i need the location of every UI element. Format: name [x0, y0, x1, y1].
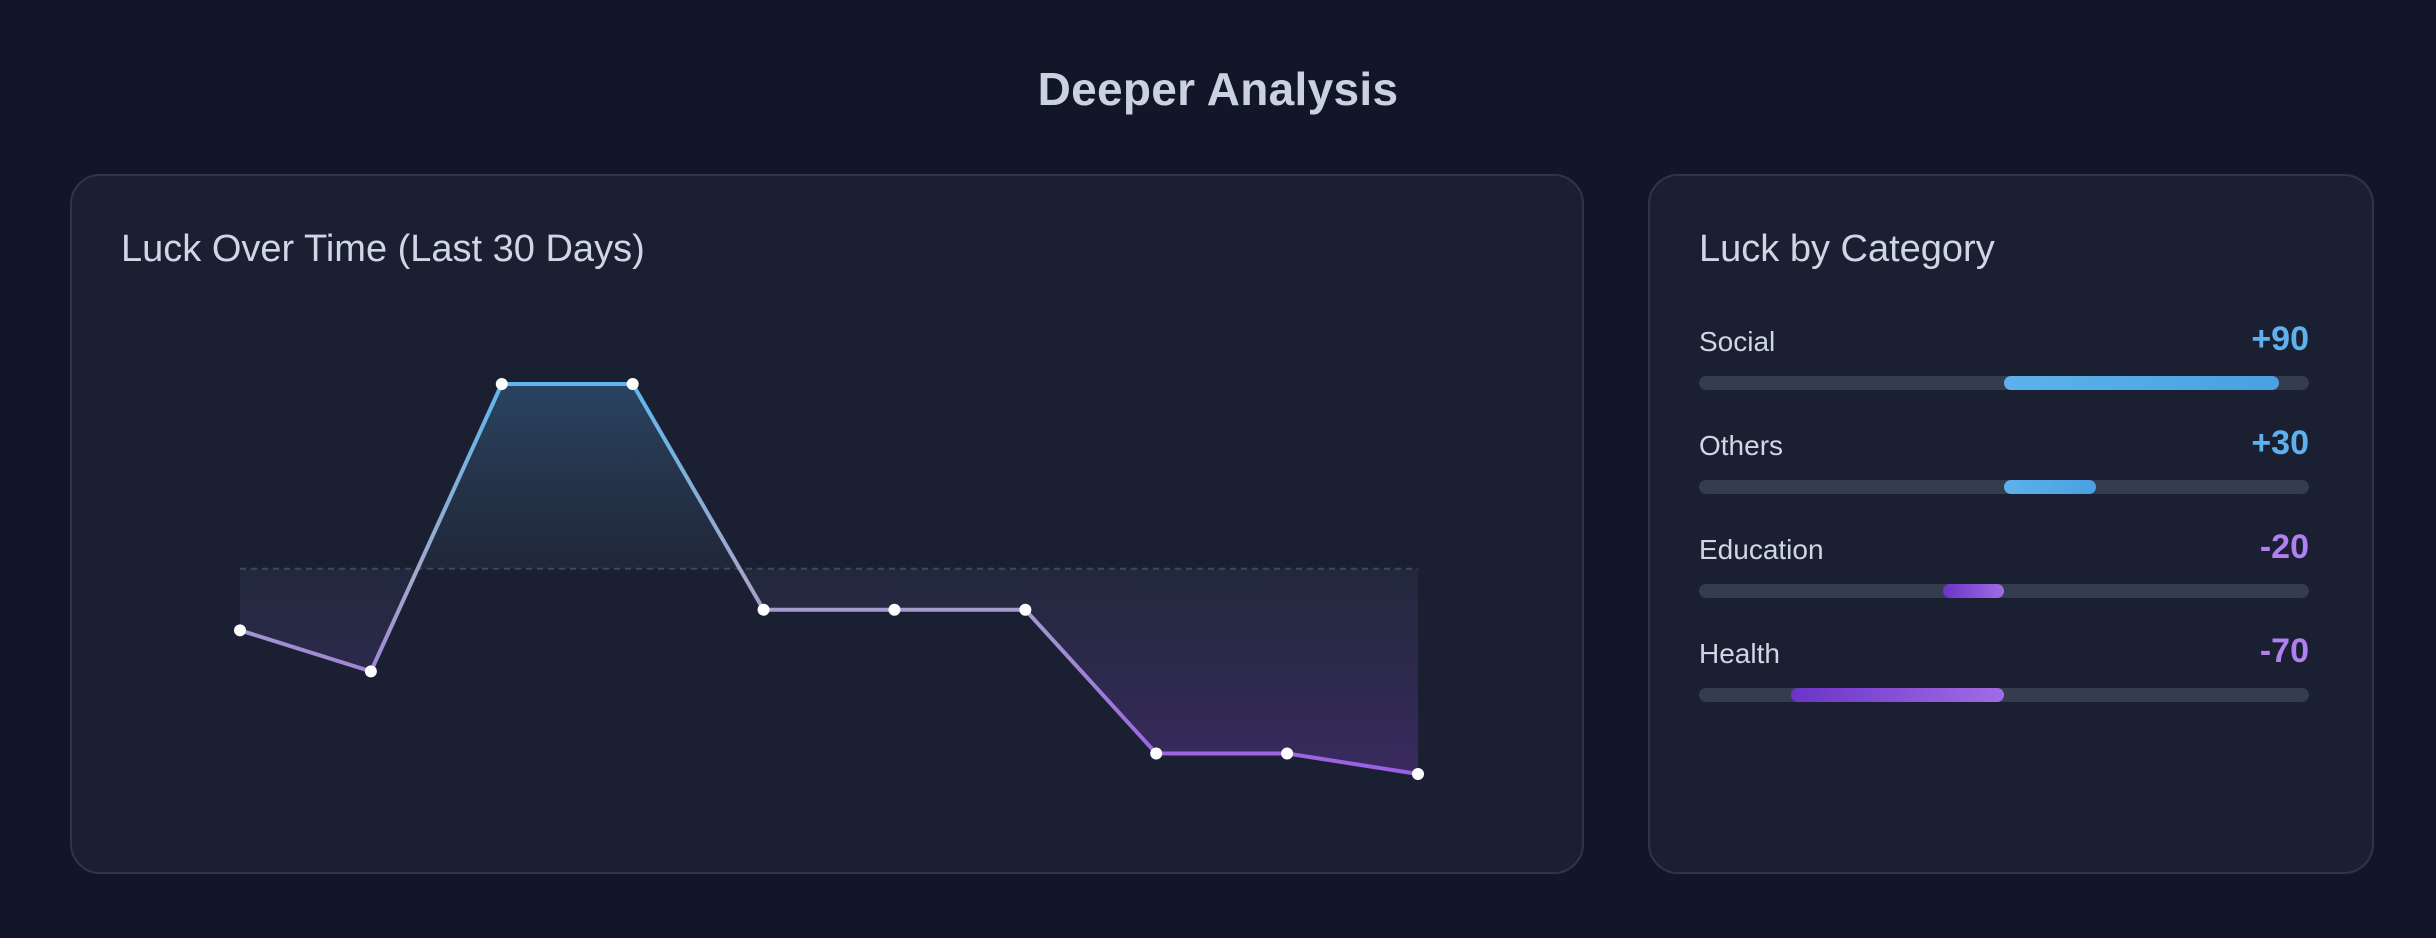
- category-track: [1699, 584, 2309, 598]
- category-label: Others: [1699, 430, 1784, 461]
- data-point[interactable]: [364, 665, 377, 678]
- data-point[interactable]: [626, 378, 639, 390]
- data-point[interactable]: [495, 378, 508, 390]
- category-row-education: Education -20: [1699, 528, 2309, 614]
- luck-over-time-title: Luck Over Time (Last 30 Days): [121, 228, 645, 270]
- luck-over-time-card: Luck Over Time (Last 30 Days): [70, 174, 1584, 874]
- category-row-health: Health -70: [1699, 632, 2309, 718]
- category-value: +30: [2251, 424, 2309, 462]
- category-row-others: Others +30: [1699, 424, 2309, 510]
- area-fill: [240, 384, 1418, 774]
- luck-by-category-title: Luck by Category: [1699, 228, 1995, 270]
- category-label: Health: [1699, 638, 1780, 669]
- category-bar: [1790, 688, 2004, 702]
- category-row-social: Social +90: [1699, 320, 2309, 406]
- data-point[interactable]: [1412, 768, 1424, 780]
- series-line: [239, 382, 1419, 776]
- category-value: -20: [2259, 528, 2309, 566]
- category-bar: [1943, 584, 2004, 598]
- category-label: Social: [1699, 326, 1776, 357]
- category-track: [1699, 688, 2309, 702]
- category-label: Education: [1699, 534, 1824, 565]
- data-point[interactable]: [757, 603, 770, 616]
- data-point[interactable]: [1019, 603, 1032, 616]
- category-bar: [2004, 480, 2096, 494]
- data-point[interactable]: [234, 624, 246, 637]
- luck-over-time-chart: [234, 378, 1424, 780]
- page-title: Deeper Analysis: [1037, 63, 1399, 115]
- category-value: +90: [2251, 320, 2309, 358]
- data-point[interactable]: [1150, 747, 1163, 760]
- category-bar: [2004, 376, 2279, 390]
- luck-by-category-card: Luck by Category Social +90 Others +30 E…: [1648, 174, 2374, 874]
- data-point[interactable]: [888, 603, 901, 616]
- category-track: [1699, 480, 2309, 494]
- data-point[interactable]: [1281, 747, 1294, 760]
- category-track: [1699, 376, 2309, 390]
- category-value: -70: [2259, 632, 2309, 670]
